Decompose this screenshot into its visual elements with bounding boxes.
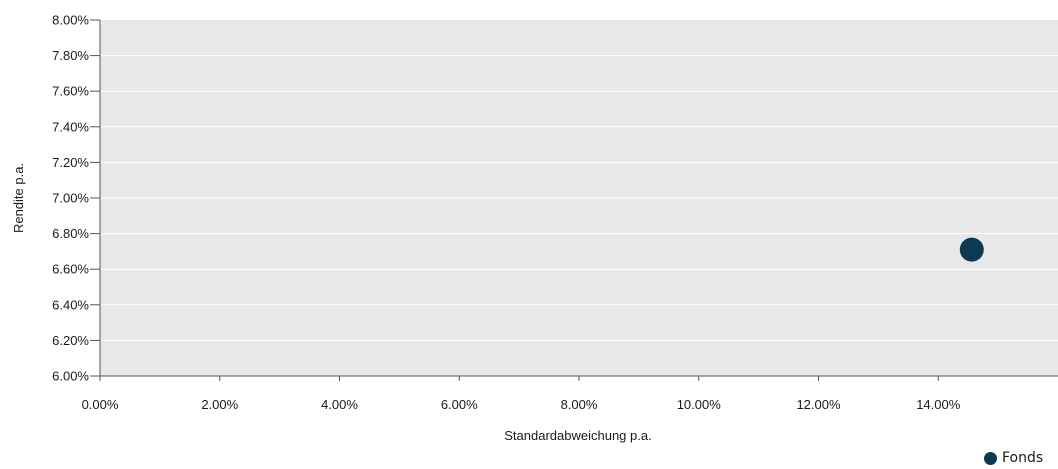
x-tick-label: 0.00%	[82, 397, 119, 412]
y-tick-label: 7.00%	[52, 191, 89, 206]
y-tick-label: 7.20%	[52, 155, 89, 170]
x-tick-label: 2.00%	[201, 397, 238, 412]
y-tick-label: 7.80%	[52, 48, 89, 63]
legend-label: Fonds	[1002, 450, 1044, 466]
x-tick-label: 4.00%	[321, 397, 358, 412]
gridlines	[100, 55, 1058, 341]
y-tick-label: 6.80%	[52, 226, 89, 241]
y-tick-label: 6.40%	[52, 297, 89, 312]
x-tick-label: 14.00%	[916, 397, 961, 412]
x-tick-label: 10.00%	[677, 397, 722, 412]
y-tick-label: 6.20%	[52, 333, 89, 348]
x-axis-ticks: 0.00% 2.00% 4.00% 6.00% 8.00% 10.00% 12.00% 14.…	[82, 376, 961, 412]
data-point[interactable]	[959, 237, 984, 262]
legend[interactable]: Fonds	[984, 450, 1043, 466]
y-tick-label: 8.00%	[52, 13, 89, 28]
y-tick-label: 7.60%	[52, 84, 89, 99]
y-axis-ticks: 8.00% 7.80% 7.60% 7.40% 7.20% 7.00% 6.80% 6.60%…	[52, 13, 100, 384]
data-points	[959, 237, 984, 262]
x-axis-title: Standardabweichung p.a.	[504, 428, 651, 443]
legend-marker-icon	[984, 451, 997, 465]
y-tick-label: 6.00%	[52, 369, 89, 384]
x-tick-label: 8.00%	[561, 397, 598, 412]
y-tick-label: 7.40%	[52, 119, 89, 134]
x-tick-label: 12.00%	[796, 397, 841, 412]
x-tick-label: 6.00%	[441, 397, 478, 412]
y-tick-label: 6.60%	[52, 262, 89, 277]
y-axis-title: Rendite p.a.	[11, 163, 26, 233]
